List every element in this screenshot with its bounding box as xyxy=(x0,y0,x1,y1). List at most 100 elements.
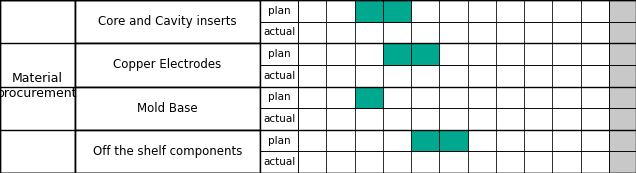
Bar xyxy=(411,151,439,173)
Bar xyxy=(411,130,439,151)
Bar xyxy=(75,43,260,86)
Bar xyxy=(75,0,260,43)
Bar xyxy=(496,65,524,86)
Bar xyxy=(609,65,636,86)
Bar xyxy=(439,130,467,151)
Bar xyxy=(326,130,354,151)
Bar xyxy=(326,86,354,108)
Bar xyxy=(609,22,636,43)
Text: plan: plan xyxy=(268,136,290,145)
Bar xyxy=(260,22,298,43)
Bar xyxy=(260,0,298,22)
Bar xyxy=(383,65,411,86)
Bar xyxy=(439,43,467,65)
Text: plan: plan xyxy=(268,92,290,102)
Bar xyxy=(383,108,411,130)
Bar xyxy=(467,22,496,43)
Bar xyxy=(609,108,636,130)
Bar xyxy=(439,86,467,108)
Bar xyxy=(524,0,553,22)
Bar xyxy=(524,151,553,173)
Bar xyxy=(581,43,609,65)
Bar xyxy=(411,43,439,65)
Bar xyxy=(524,43,553,65)
Bar xyxy=(439,151,467,173)
Bar xyxy=(581,86,609,108)
Bar xyxy=(553,130,581,151)
Bar xyxy=(260,108,298,130)
Bar xyxy=(326,0,354,22)
Bar xyxy=(553,108,581,130)
Bar xyxy=(467,43,496,65)
Bar xyxy=(354,130,383,151)
Text: actual: actual xyxy=(263,71,295,81)
Text: actual: actual xyxy=(263,157,295,167)
Bar xyxy=(581,0,609,22)
Bar xyxy=(581,65,609,86)
Bar xyxy=(298,22,326,43)
Bar xyxy=(553,22,581,43)
Bar xyxy=(326,43,354,65)
Bar xyxy=(298,108,326,130)
Bar xyxy=(354,0,383,22)
Bar xyxy=(581,130,609,151)
Bar xyxy=(581,22,609,43)
Bar xyxy=(411,108,439,130)
Bar xyxy=(609,0,636,22)
Bar xyxy=(439,0,467,22)
Bar xyxy=(326,108,354,130)
Bar xyxy=(411,130,439,151)
Bar xyxy=(298,0,326,22)
Bar xyxy=(326,151,354,173)
Bar xyxy=(260,43,298,65)
Bar xyxy=(609,86,636,108)
Bar xyxy=(496,130,524,151)
Bar xyxy=(411,0,439,22)
Text: Core and Cavity inserts: Core and Cavity inserts xyxy=(98,15,237,28)
Bar xyxy=(553,0,581,22)
Bar xyxy=(326,22,354,43)
Bar xyxy=(298,151,326,173)
Bar xyxy=(439,108,467,130)
Bar xyxy=(260,86,298,108)
Bar xyxy=(411,43,439,65)
Bar xyxy=(298,86,326,108)
Bar xyxy=(354,86,383,108)
Bar xyxy=(581,108,609,130)
Bar xyxy=(467,151,496,173)
Text: Material
procurement: Material procurement xyxy=(0,72,78,101)
Bar xyxy=(524,65,553,86)
Bar xyxy=(354,151,383,173)
Bar xyxy=(298,43,326,65)
Bar xyxy=(354,22,383,43)
Bar xyxy=(439,65,467,86)
Bar xyxy=(354,0,383,22)
Bar xyxy=(383,43,411,65)
Bar xyxy=(524,86,553,108)
Bar xyxy=(553,151,581,173)
Bar xyxy=(467,130,496,151)
Bar xyxy=(439,22,467,43)
Bar xyxy=(496,86,524,108)
Bar xyxy=(524,108,553,130)
Bar xyxy=(524,22,553,43)
Bar xyxy=(354,86,383,108)
Text: Mold Base: Mold Base xyxy=(137,102,198,115)
Bar xyxy=(553,65,581,86)
Bar xyxy=(260,130,298,151)
Bar xyxy=(383,86,411,108)
Bar xyxy=(496,43,524,65)
Text: actual: actual xyxy=(263,28,295,37)
Bar xyxy=(354,43,383,65)
Bar xyxy=(75,86,260,130)
Bar xyxy=(383,43,411,65)
Bar xyxy=(496,108,524,130)
Bar xyxy=(581,151,609,173)
Bar xyxy=(298,130,326,151)
Bar xyxy=(383,130,411,151)
Bar xyxy=(383,22,411,43)
Bar xyxy=(383,151,411,173)
Bar xyxy=(609,151,636,173)
Bar xyxy=(467,86,496,108)
Bar xyxy=(354,65,383,86)
